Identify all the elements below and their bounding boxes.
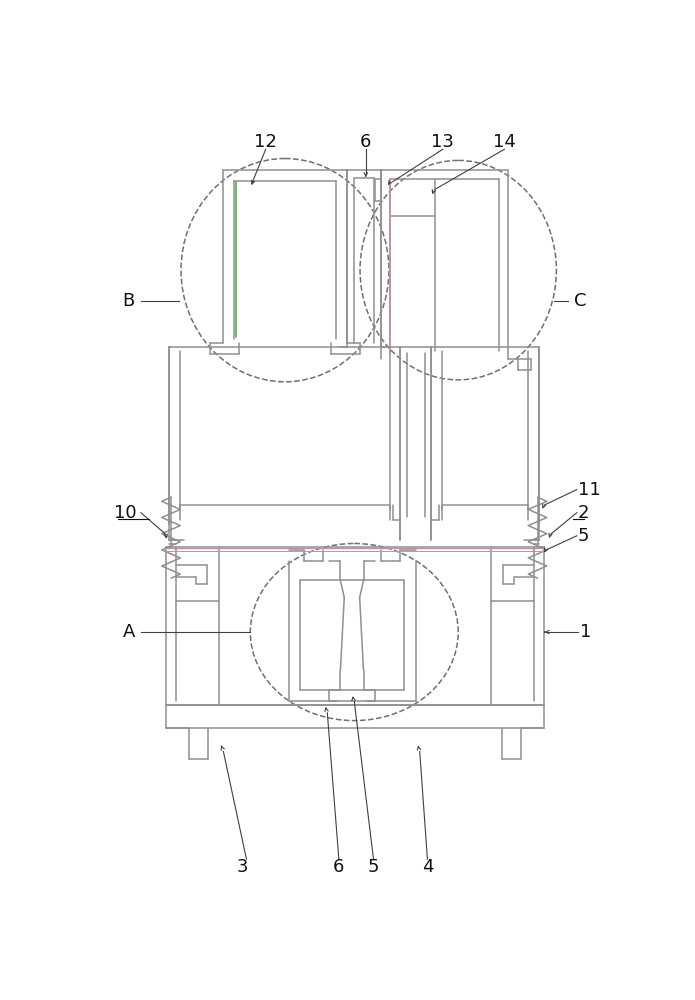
Text: 6: 6 bbox=[360, 133, 372, 151]
Text: 13: 13 bbox=[432, 133, 455, 151]
Text: 2: 2 bbox=[578, 504, 589, 522]
Text: 14: 14 bbox=[493, 133, 516, 151]
Text: 5: 5 bbox=[368, 858, 379, 876]
Text: 6: 6 bbox=[333, 858, 345, 876]
Text: B: B bbox=[122, 292, 135, 310]
Text: 4: 4 bbox=[422, 858, 433, 876]
Text: 12: 12 bbox=[254, 133, 277, 151]
Text: 11: 11 bbox=[578, 481, 600, 499]
Text: 1: 1 bbox=[580, 623, 591, 641]
Text: 5: 5 bbox=[578, 527, 589, 545]
Text: A: A bbox=[122, 623, 135, 641]
Text: C: C bbox=[573, 292, 586, 310]
Text: 10: 10 bbox=[114, 504, 137, 522]
Text: 3: 3 bbox=[237, 858, 248, 876]
